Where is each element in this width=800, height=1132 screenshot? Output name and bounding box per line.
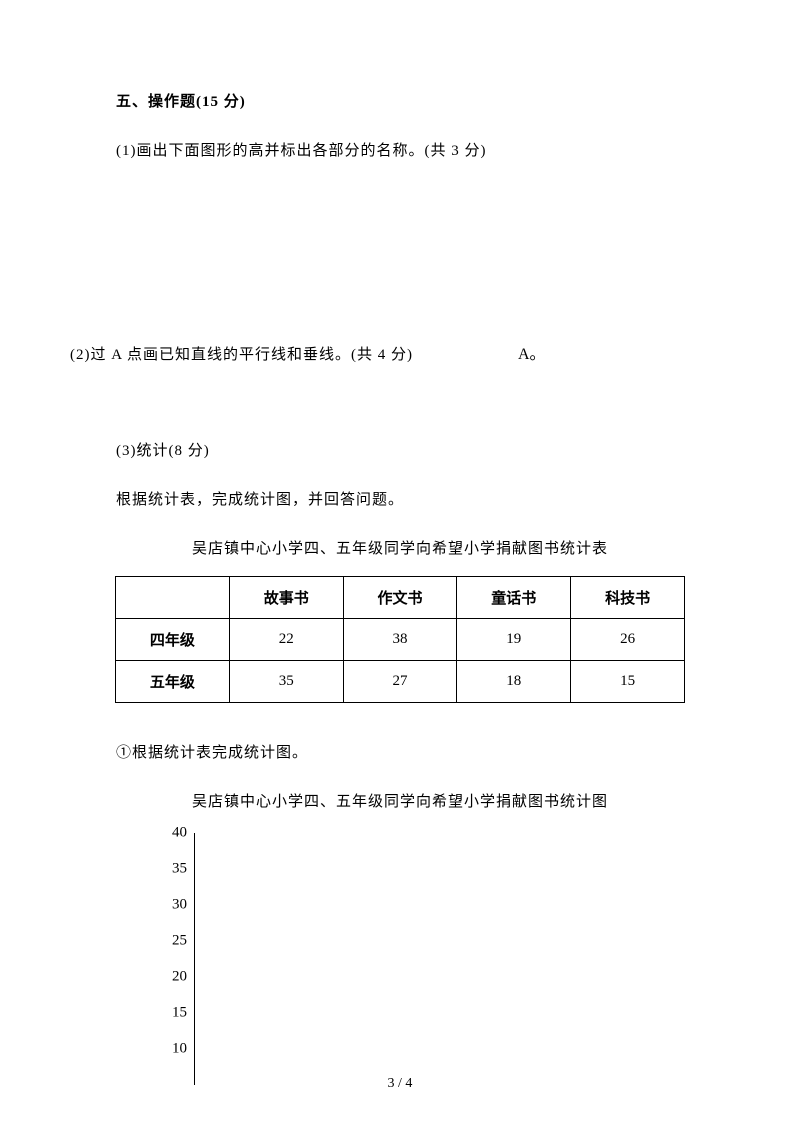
question-2-wrapper: (2)过 A 点画已知直线的平行线和垂线。(共 4 分) A。 xyxy=(70,340,730,364)
y-tick-label: 30 xyxy=(159,897,187,914)
question-3-subtext: 根据统计表，完成统计图，并回答问题。 xyxy=(116,488,730,509)
y-tick-label: 40 xyxy=(159,825,187,842)
question-1-text: (1)画出下面图形的高并标出各部分的名称。(共 3 分) xyxy=(116,139,730,160)
chart-title: 吴店镇中心小学四、五年级同学向希望小学捐献图书统计图 xyxy=(70,790,730,811)
table-header-row: 故事书 作文书 童话书 科技书 xyxy=(116,577,685,619)
y-tick-label: 10 xyxy=(159,1041,187,1058)
table-cell: 15 xyxy=(571,661,685,703)
section-title: 五、操作题(15 分) xyxy=(116,90,730,111)
table-row-header-2: 五年级 xyxy=(116,661,230,703)
y-tick-label: 35 xyxy=(159,861,187,878)
question-2-text: (2)过 A 点画已知直线的平行线和垂线。(共 4 分) xyxy=(70,343,413,364)
table-cell: 35 xyxy=(229,661,343,703)
table-cell: 27 xyxy=(343,661,457,703)
table-header-empty xyxy=(116,577,230,619)
question-3-text: (3)统计(8 分) xyxy=(116,439,730,460)
chart-container: 40 35 30 25 20 15 10 xyxy=(162,833,730,1085)
sub-question-1: ①根据统计表完成统计图。 xyxy=(116,741,730,762)
statistics-table: 故事书 作文书 童话书 科技书 四年级 22 38 19 26 五年级 35 2… xyxy=(115,576,685,703)
table-row-header-1: 四年级 xyxy=(116,619,230,661)
table-header-col2: 作文书 xyxy=(343,577,457,619)
table-cell: 22 xyxy=(229,619,343,661)
y-tick-label: 15 xyxy=(159,1005,187,1022)
y-tick-label: 25 xyxy=(159,933,187,950)
page-number: 3 / 4 xyxy=(0,1076,800,1092)
chart-y-axis: 40 35 30 25 20 15 10 xyxy=(194,833,730,1085)
table-cell: 26 xyxy=(571,619,685,661)
y-tick-label: 20 xyxy=(159,969,187,986)
table-cell: 18 xyxy=(457,661,571,703)
point-a-label: A。 xyxy=(518,340,546,364)
table-cell: 38 xyxy=(343,619,457,661)
table-header-col3: 童话书 xyxy=(457,577,571,619)
table-header-col4: 科技书 xyxy=(571,577,685,619)
table-row: 五年级 35 27 18 15 xyxy=(116,661,685,703)
table-header-col1: 故事书 xyxy=(229,577,343,619)
table-title: 吴店镇中心小学四、五年级同学向希望小学捐献图书统计表 xyxy=(70,537,730,558)
table-row: 四年级 22 38 19 26 xyxy=(116,619,685,661)
table-cell: 19 xyxy=(457,619,571,661)
